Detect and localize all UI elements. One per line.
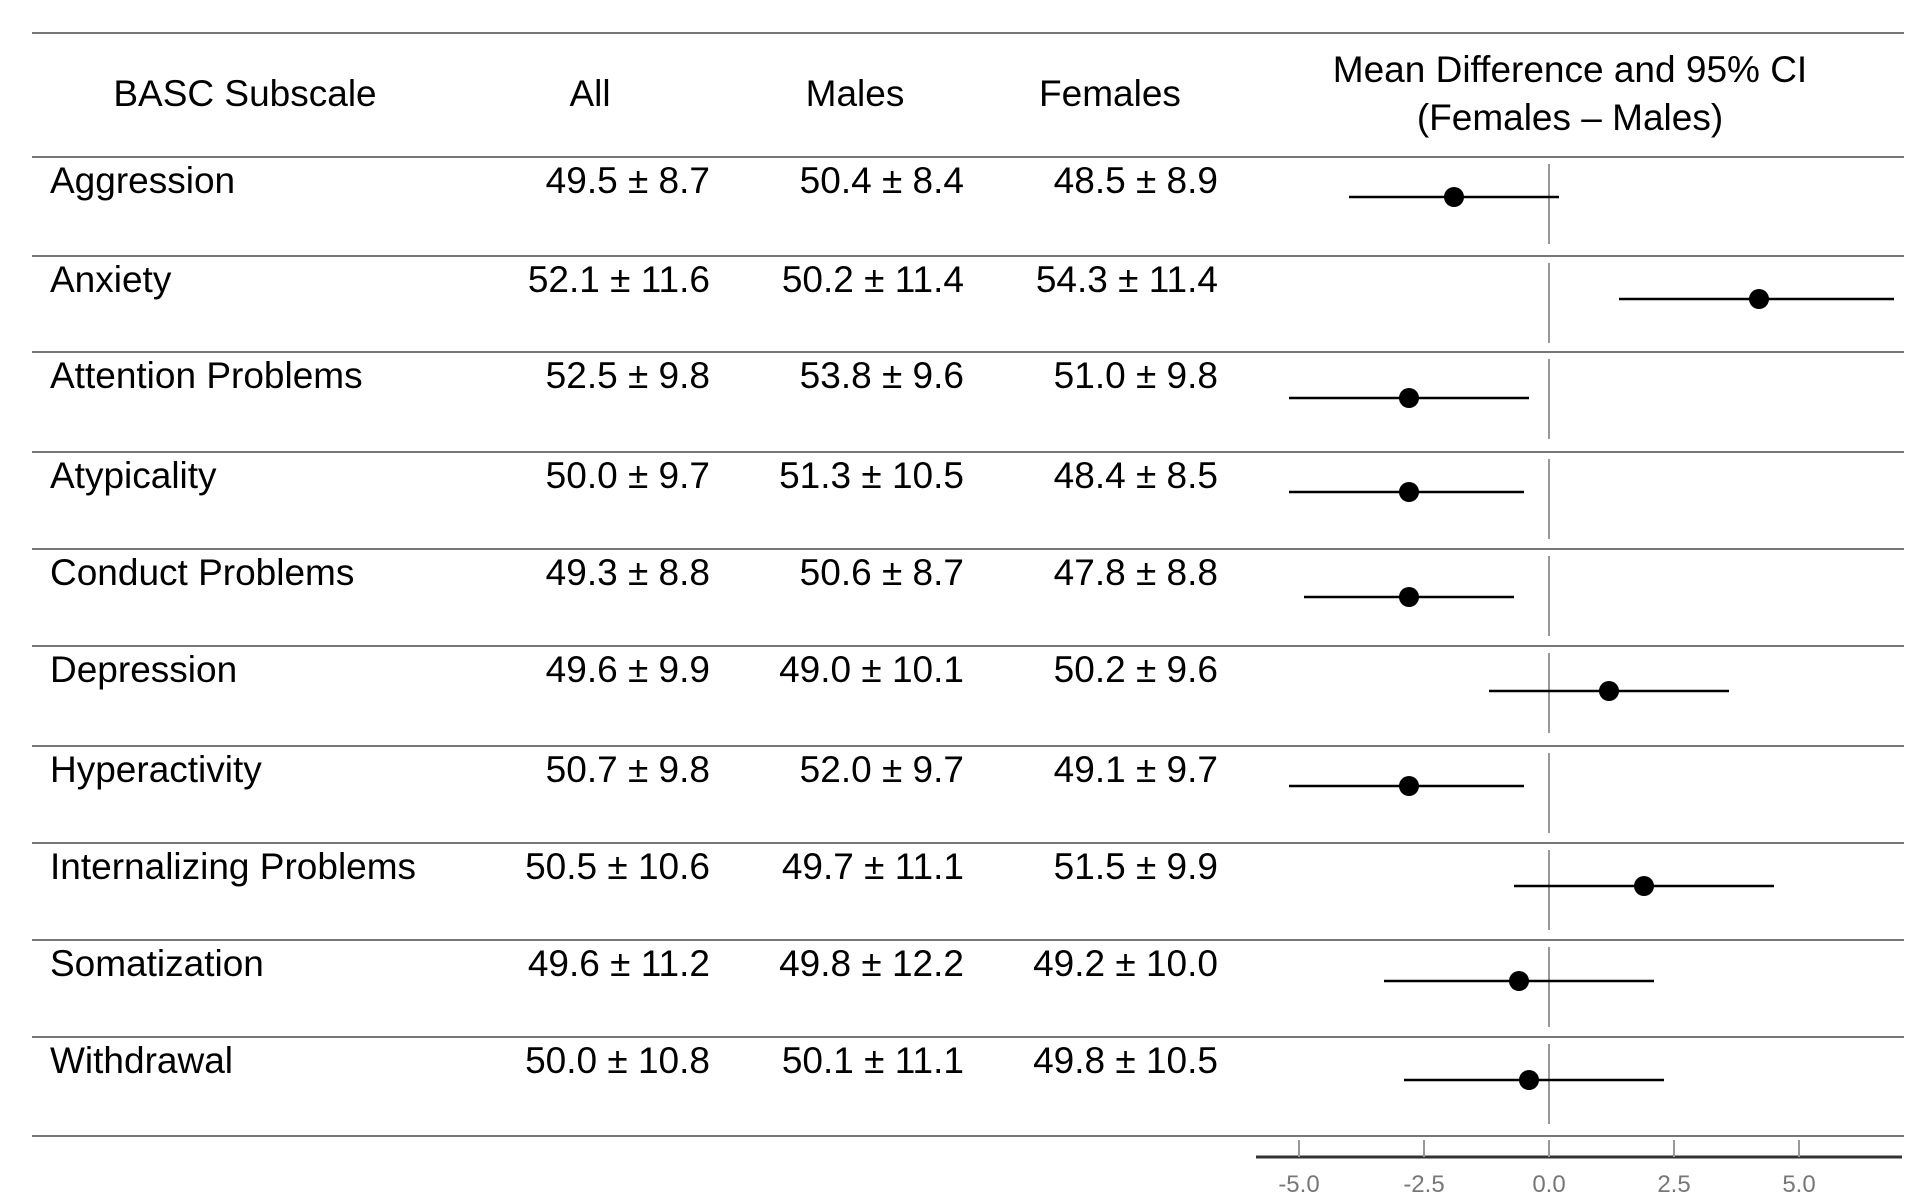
- males-value: 49.7 ± 11.1: [781, 846, 964, 887]
- subscale-label: Atypicality: [50, 455, 217, 496]
- estimate-point: [1634, 876, 1654, 896]
- x-tick-label: 0.0: [1532, 1171, 1565, 1198]
- females-value: 47.8 ± 8.8: [1053, 552, 1218, 593]
- females-value: 49.2 ± 10.0: [1033, 943, 1218, 984]
- header-subscale: BASC Subscale: [113, 73, 377, 114]
- row-separator: [32, 645, 1904, 647]
- females-value: 48.4 ± 8.5: [1053, 455, 1218, 496]
- females-value: 49.1 ± 9.7: [1053, 749, 1218, 790]
- males-value: 50.4 ± 8.4: [799, 160, 964, 201]
- subscale-label: Aggression: [50, 160, 236, 201]
- estimate-point: [1399, 587, 1419, 607]
- all-value: 52.5 ± 9.8: [545, 355, 710, 396]
- x-tick-label: -5.0: [1278, 1171, 1319, 1198]
- subscale-label: Conduct Problems: [50, 552, 355, 593]
- estimate-point: [1599, 681, 1619, 701]
- males-value: 53.8 ± 9.6: [799, 355, 964, 396]
- row-separator: [32, 842, 1904, 844]
- row-separator: [32, 548, 1904, 550]
- males-value: 50.1 ± 11.1: [781, 1040, 964, 1081]
- estimate-point: [1509, 971, 1529, 991]
- males-value: 49.8 ± 12.2: [779, 943, 964, 984]
- subscale-label: Internalizing Problems: [50, 846, 417, 887]
- estimate-point: [1399, 776, 1419, 796]
- all-value: 49.5 ± 8.7: [545, 160, 710, 201]
- estimate-point: [1519, 1070, 1539, 1090]
- row-separator: [32, 255, 1904, 257]
- all-value: 49.6 ± 11.2: [527, 943, 710, 984]
- males-value: 49.0 ± 10.1: [779, 649, 964, 690]
- all-value: 50.0 ± 10.8: [525, 1040, 710, 1081]
- females-value: 48.5 ± 8.9: [1053, 160, 1218, 201]
- subscale-label: Depression: [50, 649, 238, 690]
- estimate-point: [1444, 187, 1464, 207]
- header-ci-line2: (Females – Males): [1416, 97, 1724, 138]
- row-separator: [32, 351, 1904, 353]
- estimate-point: [1399, 482, 1419, 502]
- row-separator: [32, 1036, 1904, 1038]
- all-value: 50.7 ± 9.8: [545, 749, 710, 790]
- subscale-label: Attention Problems: [50, 355, 363, 396]
- males-value: 50.6 ± 8.7: [799, 552, 964, 593]
- females-value: 49.8 ± 10.5: [1033, 1040, 1218, 1081]
- all-value: 49.6 ± 9.9: [545, 649, 710, 690]
- subscale-label: Hyperactivity: [50, 749, 262, 790]
- header-females: Females: [1039, 73, 1181, 114]
- row-separator: [32, 745, 1904, 747]
- header-ci-line1: Mean Difference and 95% CI: [1332, 49, 1808, 90]
- subscale-label: Somatization: [50, 943, 264, 984]
- males-value: 52.0 ± 9.7: [799, 749, 964, 790]
- x-tick-label: 5.0: [1782, 1171, 1815, 1198]
- all-value: 50.0 ± 9.7: [545, 455, 710, 496]
- subscale-label: Anxiety: [50, 259, 172, 300]
- x-tick-label: 2.5: [1657, 1171, 1690, 1198]
- subscale-label: Withdrawal: [50, 1040, 233, 1081]
- all-value: 52.1 ± 11.6: [527, 259, 710, 300]
- males-value: 51.3 ± 10.5: [779, 455, 964, 496]
- females-value: 51.0 ± 9.8: [1053, 355, 1218, 396]
- females-value: 51.5 ± 9.9: [1053, 846, 1218, 887]
- table-header-rule: [32, 156, 1904, 158]
- header-males: Males: [805, 73, 905, 114]
- all-value: 49.3 ± 8.8: [545, 552, 710, 593]
- table-top-rule: [32, 32, 1904, 34]
- females-value: 54.3 ± 11.4: [1035, 259, 1218, 300]
- row-separator: [32, 939, 1904, 941]
- row-separator: [32, 451, 1904, 453]
- females-value: 50.2 ± 9.6: [1053, 649, 1218, 690]
- males-value: 50.2 ± 11.4: [781, 259, 964, 300]
- all-value: 50.5 ± 10.6: [525, 846, 710, 887]
- header-all: All: [569, 73, 611, 114]
- estimate-point: [1399, 388, 1419, 408]
- estimate-point: [1749, 289, 1769, 309]
- table-bottom-rule: [32, 1135, 1904, 1137]
- x-tick-label: -2.5: [1403, 1171, 1444, 1198]
